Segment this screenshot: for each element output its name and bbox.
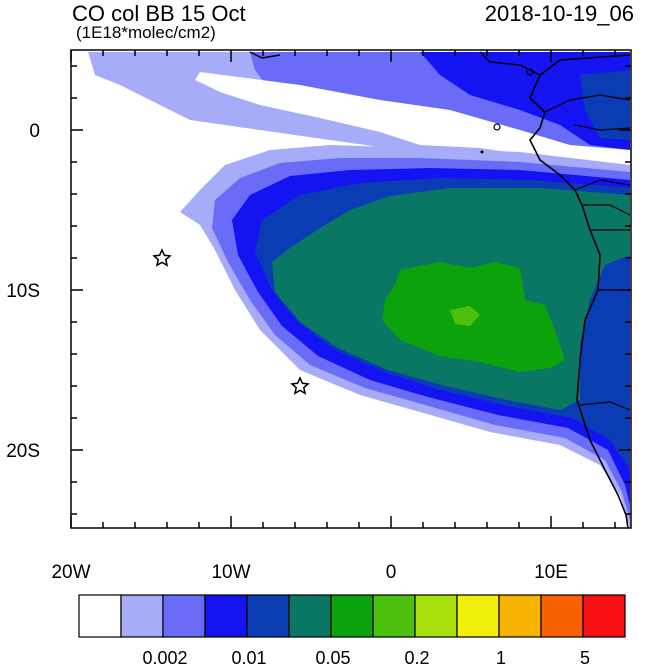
colorbar-swatch (120, 594, 164, 638)
colorbar-swatch (330, 594, 374, 638)
clear-band (195, 72, 630, 175)
x-tick-label-10e: 10E (534, 562, 568, 583)
y-tick-label-0: 0 (29, 121, 40, 142)
x-tick-label-10w: 10W (211, 562, 250, 583)
station-star-north (152, 248, 172, 267)
y-ticks (71, 65, 631, 515)
island-sao-tome (493, 123, 501, 131)
x-tick-label-20w: 20W (51, 562, 90, 583)
colorbar-label: 1 (496, 648, 506, 667)
datetime-label: 2018-10-19_06 (484, 1, 634, 26)
colorbar-label: 0.05 (315, 648, 350, 667)
colorbar-swatch (288, 594, 332, 638)
colorbar-labels: 0.002 0.01 0.05 0.2 1 5 (142, 648, 590, 667)
x-ticks (70, 50, 616, 528)
island-annobon (480, 150, 484, 154)
colorbar-swatch (498, 594, 542, 638)
colorbar-swatch (582, 594, 626, 638)
plume-layer-7 (450, 306, 480, 326)
upper-plume-dark (580, 70, 630, 140)
island-bioko (526, 68, 534, 76)
colorbar-swatch (204, 594, 248, 638)
colorbar-swatch (78, 594, 122, 638)
colorbar-swatch (414, 594, 458, 638)
west-africa-coast (249, 51, 541, 76)
colorbar-swatch (372, 594, 416, 638)
plot-frame (70, 49, 632, 529)
concentration-field (71, 50, 631, 528)
station-star-south (290, 376, 310, 395)
colorbar-label: 0.01 (231, 648, 266, 667)
colorbar (78, 594, 626, 638)
colorbar-label: 5 (580, 648, 590, 667)
colorbar-swatch (162, 594, 206, 638)
colorbar-swatch (540, 594, 584, 638)
country-borders (544, 94, 631, 411)
units-label: (1E18*molec/cm2) (76, 23, 216, 42)
y-tick-label-10s: 10S (6, 281, 40, 302)
africa-coastline (529, 54, 631, 528)
colorbar-swatch (246, 594, 290, 638)
map-title: CO col BB 15 Oct (72, 1, 246, 26)
colorbar-label: 0.2 (404, 648, 429, 667)
y-tick-label-20s: 20S (6, 441, 40, 462)
colorbar-label: 0.002 (142, 648, 187, 667)
colorbar-swatch (456, 594, 500, 638)
x-tick-label-0: 0 (386, 562, 397, 583)
